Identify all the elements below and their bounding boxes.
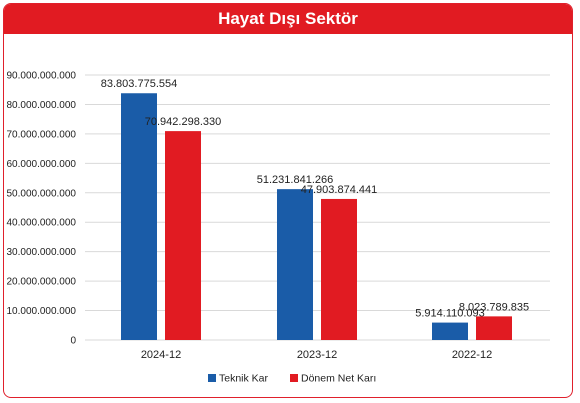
bar-teknik-kar: [277, 189, 313, 340]
y-tick-label: 50.000.000.000: [6, 188, 76, 199]
x-category-label: 2024-12: [141, 349, 181, 361]
legend-swatch: [290, 374, 298, 382]
legend-label: Teknik Kar: [219, 373, 269, 385]
bar-teknik-kar: [432, 322, 468, 340]
data-label: 5.914.110.093: [415, 308, 485, 320]
y-tick-label: 20.000.000.000: [6, 277, 76, 288]
legend-swatch: [208, 374, 216, 382]
y-tick-label: 80.000.000.000: [6, 100, 76, 111]
y-tick-label: 40.000.000.000: [6, 218, 76, 229]
y-tick-label: 30.000.000.000: [6, 247, 76, 258]
bar-teknik-kar: [121, 93, 157, 340]
x-category-label: 2022-12: [452, 349, 492, 361]
data-label: 51.231.841.266: [257, 174, 333, 186]
y-tick-label: 0: [70, 336, 76, 347]
data-label: 70.942.298.330: [145, 116, 221, 128]
y-tick-label: 60.000.000.000: [6, 159, 76, 170]
data-label: 47.903.874.441: [301, 184, 377, 196]
bar-donem-net-kari: [321, 198, 357, 340]
y-tick-label: 70.000.000.000: [6, 129, 76, 140]
y-tick-label: 10.000.000.000: [6, 306, 76, 317]
data-label: 8.023.789.835: [459, 301, 529, 313]
bar-donem-net-kari: [476, 316, 512, 340]
legend-label: Dönem Net Karı: [301, 373, 376, 385]
chart-title: Hayat Dışı Sektör: [4, 4, 572, 34]
bar-donem-net-kari: [165, 131, 201, 340]
y-tick-label: 90.000.000.000: [6, 71, 76, 82]
x-category-label: 2023-12: [297, 349, 337, 361]
data-label: 83.803.775.554: [101, 78, 177, 90]
